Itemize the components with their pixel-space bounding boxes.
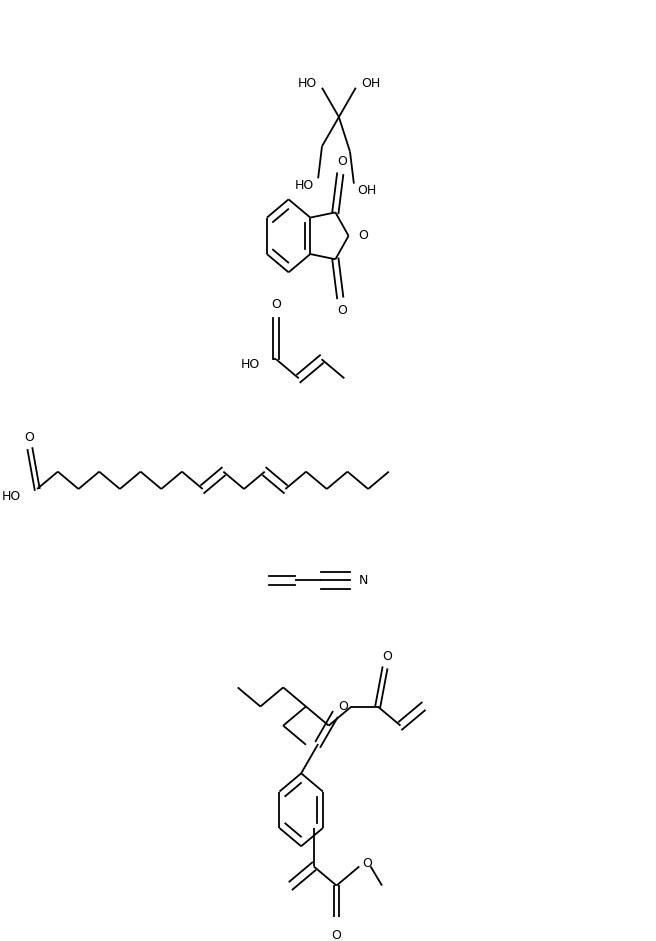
Text: HO: HO: [2, 490, 22, 502]
Text: OH: OH: [358, 184, 377, 198]
Text: HO: HO: [298, 76, 317, 89]
Text: O: O: [338, 700, 348, 713]
Text: HO: HO: [295, 179, 314, 192]
Text: O: O: [271, 298, 281, 311]
Text: O: O: [331, 929, 341, 941]
Text: O: O: [382, 650, 392, 662]
Text: O: O: [337, 304, 347, 317]
Text: HO: HO: [241, 359, 260, 371]
Text: O: O: [337, 155, 347, 167]
Text: N: N: [359, 574, 368, 587]
Text: OH: OH: [361, 76, 380, 89]
Text: O: O: [359, 230, 369, 243]
Text: O: O: [24, 431, 33, 443]
Text: O: O: [362, 857, 373, 870]
